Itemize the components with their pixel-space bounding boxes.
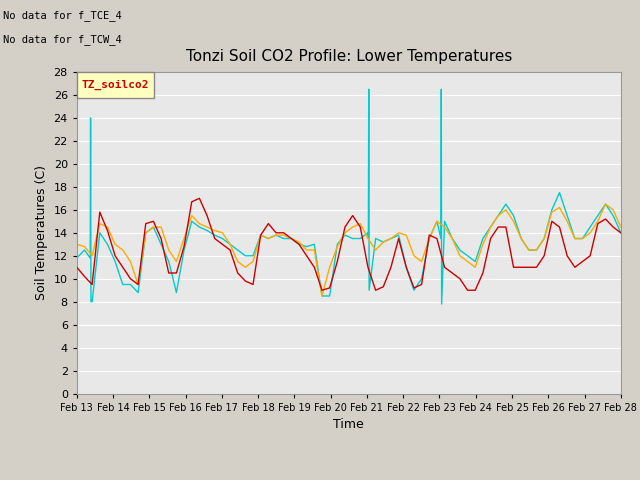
Tree2 -8cm bbox=[617, 230, 625, 236]
X-axis label: Time: Time bbox=[333, 418, 364, 431]
Tree -8cm bbox=[318, 293, 326, 299]
Tree -8cm bbox=[449, 236, 456, 241]
Y-axis label: Soil Temperatures (C): Soil Temperatures (C) bbox=[35, 165, 48, 300]
Tree2 -8cm bbox=[571, 236, 579, 241]
Tree2 -8cm bbox=[517, 236, 525, 241]
Open -8cm bbox=[617, 230, 625, 236]
Tree -8cm bbox=[150, 224, 157, 230]
Tree2 -8cm bbox=[418, 276, 426, 282]
Line: Tree -8cm: Tree -8cm bbox=[77, 204, 621, 296]
Tree2 -8cm bbox=[472, 259, 479, 264]
Tree2 -8cm bbox=[438, 301, 445, 307]
Line: Tree2 -8cm: Tree2 -8cm bbox=[77, 89, 621, 304]
Open -8cm bbox=[456, 276, 464, 282]
Tree -8cm bbox=[257, 232, 264, 238]
Line: Open -8cm: Open -8cm bbox=[77, 198, 621, 290]
Tree -8cm bbox=[602, 201, 609, 207]
Tree2 -8cm bbox=[365, 86, 372, 92]
Open -8cm bbox=[196, 195, 204, 201]
Tree -8cm bbox=[387, 236, 395, 241]
Text: TZ_soilco2: TZ_soilco2 bbox=[82, 80, 149, 90]
Tree2 -8cm bbox=[372, 236, 380, 241]
Tree -8cm bbox=[426, 236, 433, 241]
Open -8cm bbox=[586, 253, 594, 259]
Tree2 -8cm bbox=[548, 207, 556, 213]
Text: No data for f_TCE_4: No data for f_TCE_4 bbox=[3, 10, 122, 21]
Open -8cm bbox=[433, 236, 441, 241]
Tree2 -8cm bbox=[73, 255, 81, 261]
Tree -8cm bbox=[579, 236, 586, 241]
Text: No data for f_TCW_4: No data for f_TCW_4 bbox=[3, 34, 122, 45]
Tree -8cm bbox=[73, 241, 81, 247]
Open -8cm bbox=[264, 221, 272, 227]
Open -8cm bbox=[73, 264, 81, 270]
Title: Tonzi Soil CO2 Profile: Lower Temperatures: Tonzi Soil CO2 Profile: Lower Temperatur… bbox=[186, 49, 512, 64]
Tree -8cm bbox=[617, 224, 625, 230]
Open -8cm bbox=[318, 288, 326, 293]
Open -8cm bbox=[395, 236, 403, 241]
Open -8cm bbox=[150, 218, 157, 224]
